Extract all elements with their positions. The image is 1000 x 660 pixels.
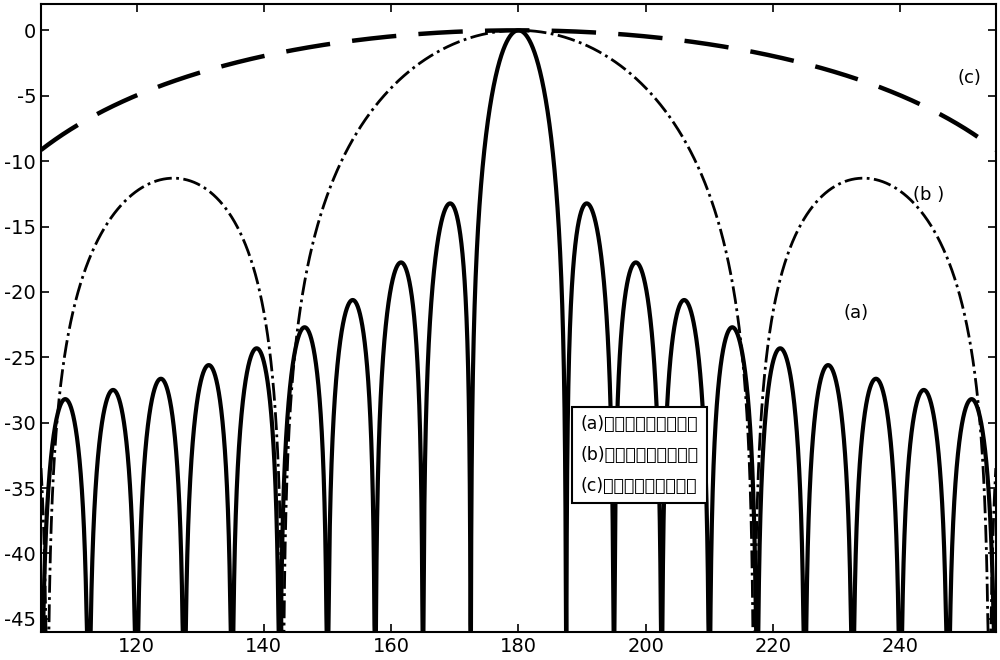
Text: (a): (a)	[843, 304, 868, 322]
Text: (c): (c)	[958, 69, 982, 86]
Text: (a)高频载波的参考信号
(b)低频载波的参考信号
(c)低频载波的参考信号: (a)高频载波的参考信号 (b)低频载波的参考信号 (c)低频载波的参考信号	[580, 415, 698, 494]
Text: (b ): (b )	[913, 186, 944, 205]
